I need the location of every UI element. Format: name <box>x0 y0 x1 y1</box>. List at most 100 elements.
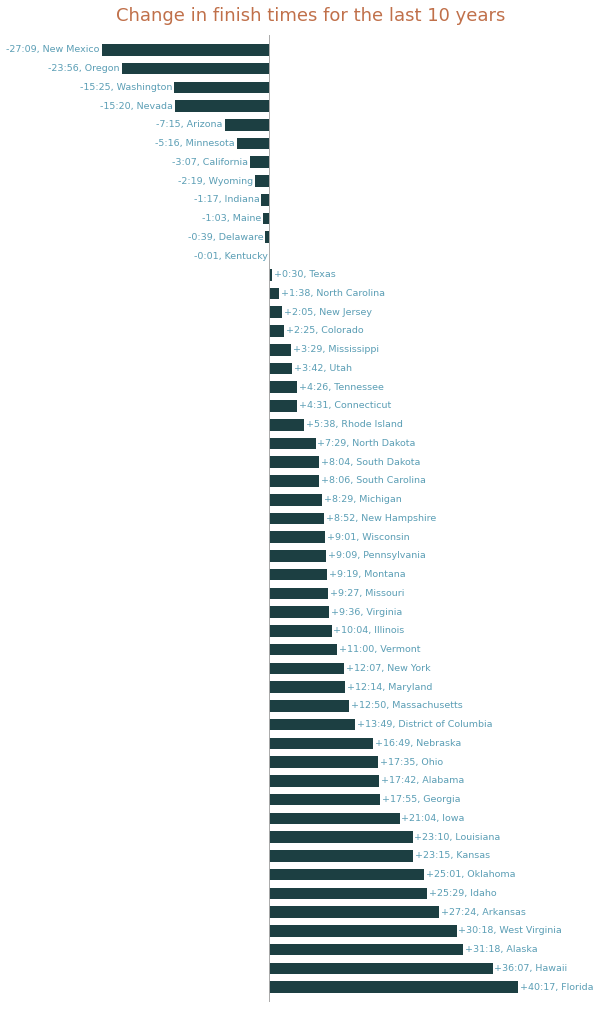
Text: -0:01, Kentucky: -0:01, Kentucky <box>194 251 268 260</box>
Text: +8:06, South Carolina: +8:06, South Carolina <box>321 476 426 485</box>
Bar <box>269 269 272 281</box>
Bar <box>224 119 269 130</box>
Text: -3:07, California: -3:07, California <box>172 157 248 166</box>
Bar <box>269 344 291 355</box>
Text: +12:50, Massachusetts: +12:50, Massachusetts <box>350 701 462 710</box>
Text: +9:19, Montana: +9:19, Montana <box>329 570 406 579</box>
Bar <box>174 82 269 93</box>
Bar <box>269 626 332 637</box>
Text: +30:18, West Virginia: +30:18, West Virginia <box>458 926 562 935</box>
Bar <box>269 550 326 562</box>
Bar <box>269 587 328 599</box>
Bar <box>262 194 269 206</box>
Bar <box>269 943 463 956</box>
Bar <box>269 401 298 412</box>
Bar <box>269 419 304 431</box>
Text: +31:18, Alaska: +31:18, Alaska <box>464 945 537 955</box>
Bar <box>269 700 349 711</box>
Text: -1:17, Indiana: -1:17, Indiana <box>194 196 260 204</box>
Bar <box>101 44 269 55</box>
Bar <box>269 475 319 486</box>
Bar <box>269 906 439 918</box>
Text: +4:31, Connecticut: +4:31, Connecticut <box>299 402 391 411</box>
Text: +8:52, New Hampshire: +8:52, New Hampshire <box>326 514 436 523</box>
Bar <box>269 681 345 693</box>
Bar <box>269 513 324 525</box>
Bar <box>250 156 269 169</box>
Bar <box>269 456 319 468</box>
Bar <box>269 325 284 337</box>
Text: +40:17, Florida: +40:17, Florida <box>520 983 593 992</box>
Text: -1:03, Maine: -1:03, Maine <box>202 214 261 223</box>
Text: +11:00, Vermont: +11:00, Vermont <box>339 645 421 654</box>
Text: +9:27, Missouri: +9:27, Missouri <box>329 589 404 598</box>
Text: +4:26, Tennessee: +4:26, Tennessee <box>299 382 383 391</box>
Text: -7:15, Arizona: -7:15, Arizona <box>157 120 223 129</box>
Text: -15:20, Nevada: -15:20, Nevada <box>100 102 173 111</box>
Bar <box>263 213 269 224</box>
Text: +12:07, New York: +12:07, New York <box>346 664 431 673</box>
Bar <box>269 794 380 805</box>
Text: -27:09, New Mexico: -27:09, New Mexico <box>7 45 100 54</box>
Text: +3:42, Utah: +3:42, Utah <box>294 364 352 373</box>
Bar <box>269 831 413 843</box>
Bar <box>269 869 424 881</box>
Bar <box>269 606 329 618</box>
Text: -23:56, Oregon: -23:56, Oregon <box>48 65 119 73</box>
Text: +8:04, South Dakota: +8:04, South Dakota <box>321 458 421 467</box>
Text: -15:25, Washington: -15:25, Washington <box>80 83 172 92</box>
Bar <box>269 757 378 768</box>
Bar <box>269 362 292 374</box>
Bar <box>269 438 316 449</box>
Text: +7:29, North Dakota: +7:29, North Dakota <box>317 439 416 448</box>
Bar <box>269 775 379 787</box>
Bar <box>269 381 297 394</box>
Text: +8:29, Michigan: +8:29, Michigan <box>323 495 401 504</box>
Text: +17:35, Ohio: +17:35, Ohio <box>380 758 443 767</box>
Title: Change in finish times for the last 10 years: Change in finish times for the last 10 y… <box>116 7 505 25</box>
Bar <box>269 981 518 993</box>
Text: +16:49, Nebraska: +16:49, Nebraska <box>375 739 461 748</box>
Bar <box>269 288 280 300</box>
Text: +1:38, North Carolina: +1:38, North Carolina <box>281 289 385 298</box>
Bar <box>269 888 427 899</box>
Text: +23:10, Louisiana: +23:10, Louisiana <box>415 832 500 842</box>
Text: +9:36, Virginia: +9:36, Virginia <box>331 607 402 616</box>
Text: +21:04, Iowa: +21:04, Iowa <box>401 814 465 823</box>
Text: +25:01, Oklahoma: +25:01, Oklahoma <box>426 870 515 879</box>
Text: +17:55, Georgia: +17:55, Georgia <box>382 795 460 804</box>
Bar <box>255 176 269 187</box>
Bar <box>269 569 327 580</box>
Bar <box>175 100 269 112</box>
Bar <box>269 493 322 506</box>
Text: +17:42, Alabama: +17:42, Alabama <box>380 776 464 785</box>
Bar <box>269 738 373 750</box>
Text: +36:07, Hawaii: +36:07, Hawaii <box>494 964 568 973</box>
Bar <box>269 925 457 936</box>
Text: +9:01, Wisconsin: +9:01, Wisconsin <box>327 533 410 542</box>
Text: +3:29, Mississippi: +3:29, Mississippi <box>293 345 379 354</box>
Bar <box>269 850 413 862</box>
Text: +25:29, Idaho: +25:29, Idaho <box>429 889 496 898</box>
Bar <box>269 532 325 543</box>
Bar <box>269 663 344 674</box>
Bar <box>122 63 269 75</box>
Bar <box>269 718 355 731</box>
Text: +10:04, Illinois: +10:04, Illinois <box>334 627 404 636</box>
Bar <box>265 231 269 243</box>
Bar <box>269 307 282 318</box>
Text: +23:15, Kansas: +23:15, Kansas <box>415 852 490 861</box>
Bar <box>237 138 269 149</box>
Bar <box>269 644 337 656</box>
Bar <box>269 963 493 974</box>
Text: -5:16, Minnesota: -5:16, Minnesota <box>155 139 235 148</box>
Text: +9:09, Pennsylvania: +9:09, Pennsylvania <box>328 552 425 560</box>
Text: +2:05, New Jersey: +2:05, New Jersey <box>284 308 372 317</box>
Bar <box>269 812 400 824</box>
Text: +27:24, Arkansas: +27:24, Arkansas <box>440 907 526 916</box>
Text: -0:39, Delaware: -0:39, Delaware <box>188 233 263 242</box>
Text: +0:30, Texas: +0:30, Texas <box>274 270 336 279</box>
Text: +2:25, Colorado: +2:25, Colorado <box>286 327 364 336</box>
Text: +13:49, District of Columbia: +13:49, District of Columbia <box>356 720 492 730</box>
Text: -2:19, Wyoming: -2:19, Wyoming <box>178 177 253 186</box>
